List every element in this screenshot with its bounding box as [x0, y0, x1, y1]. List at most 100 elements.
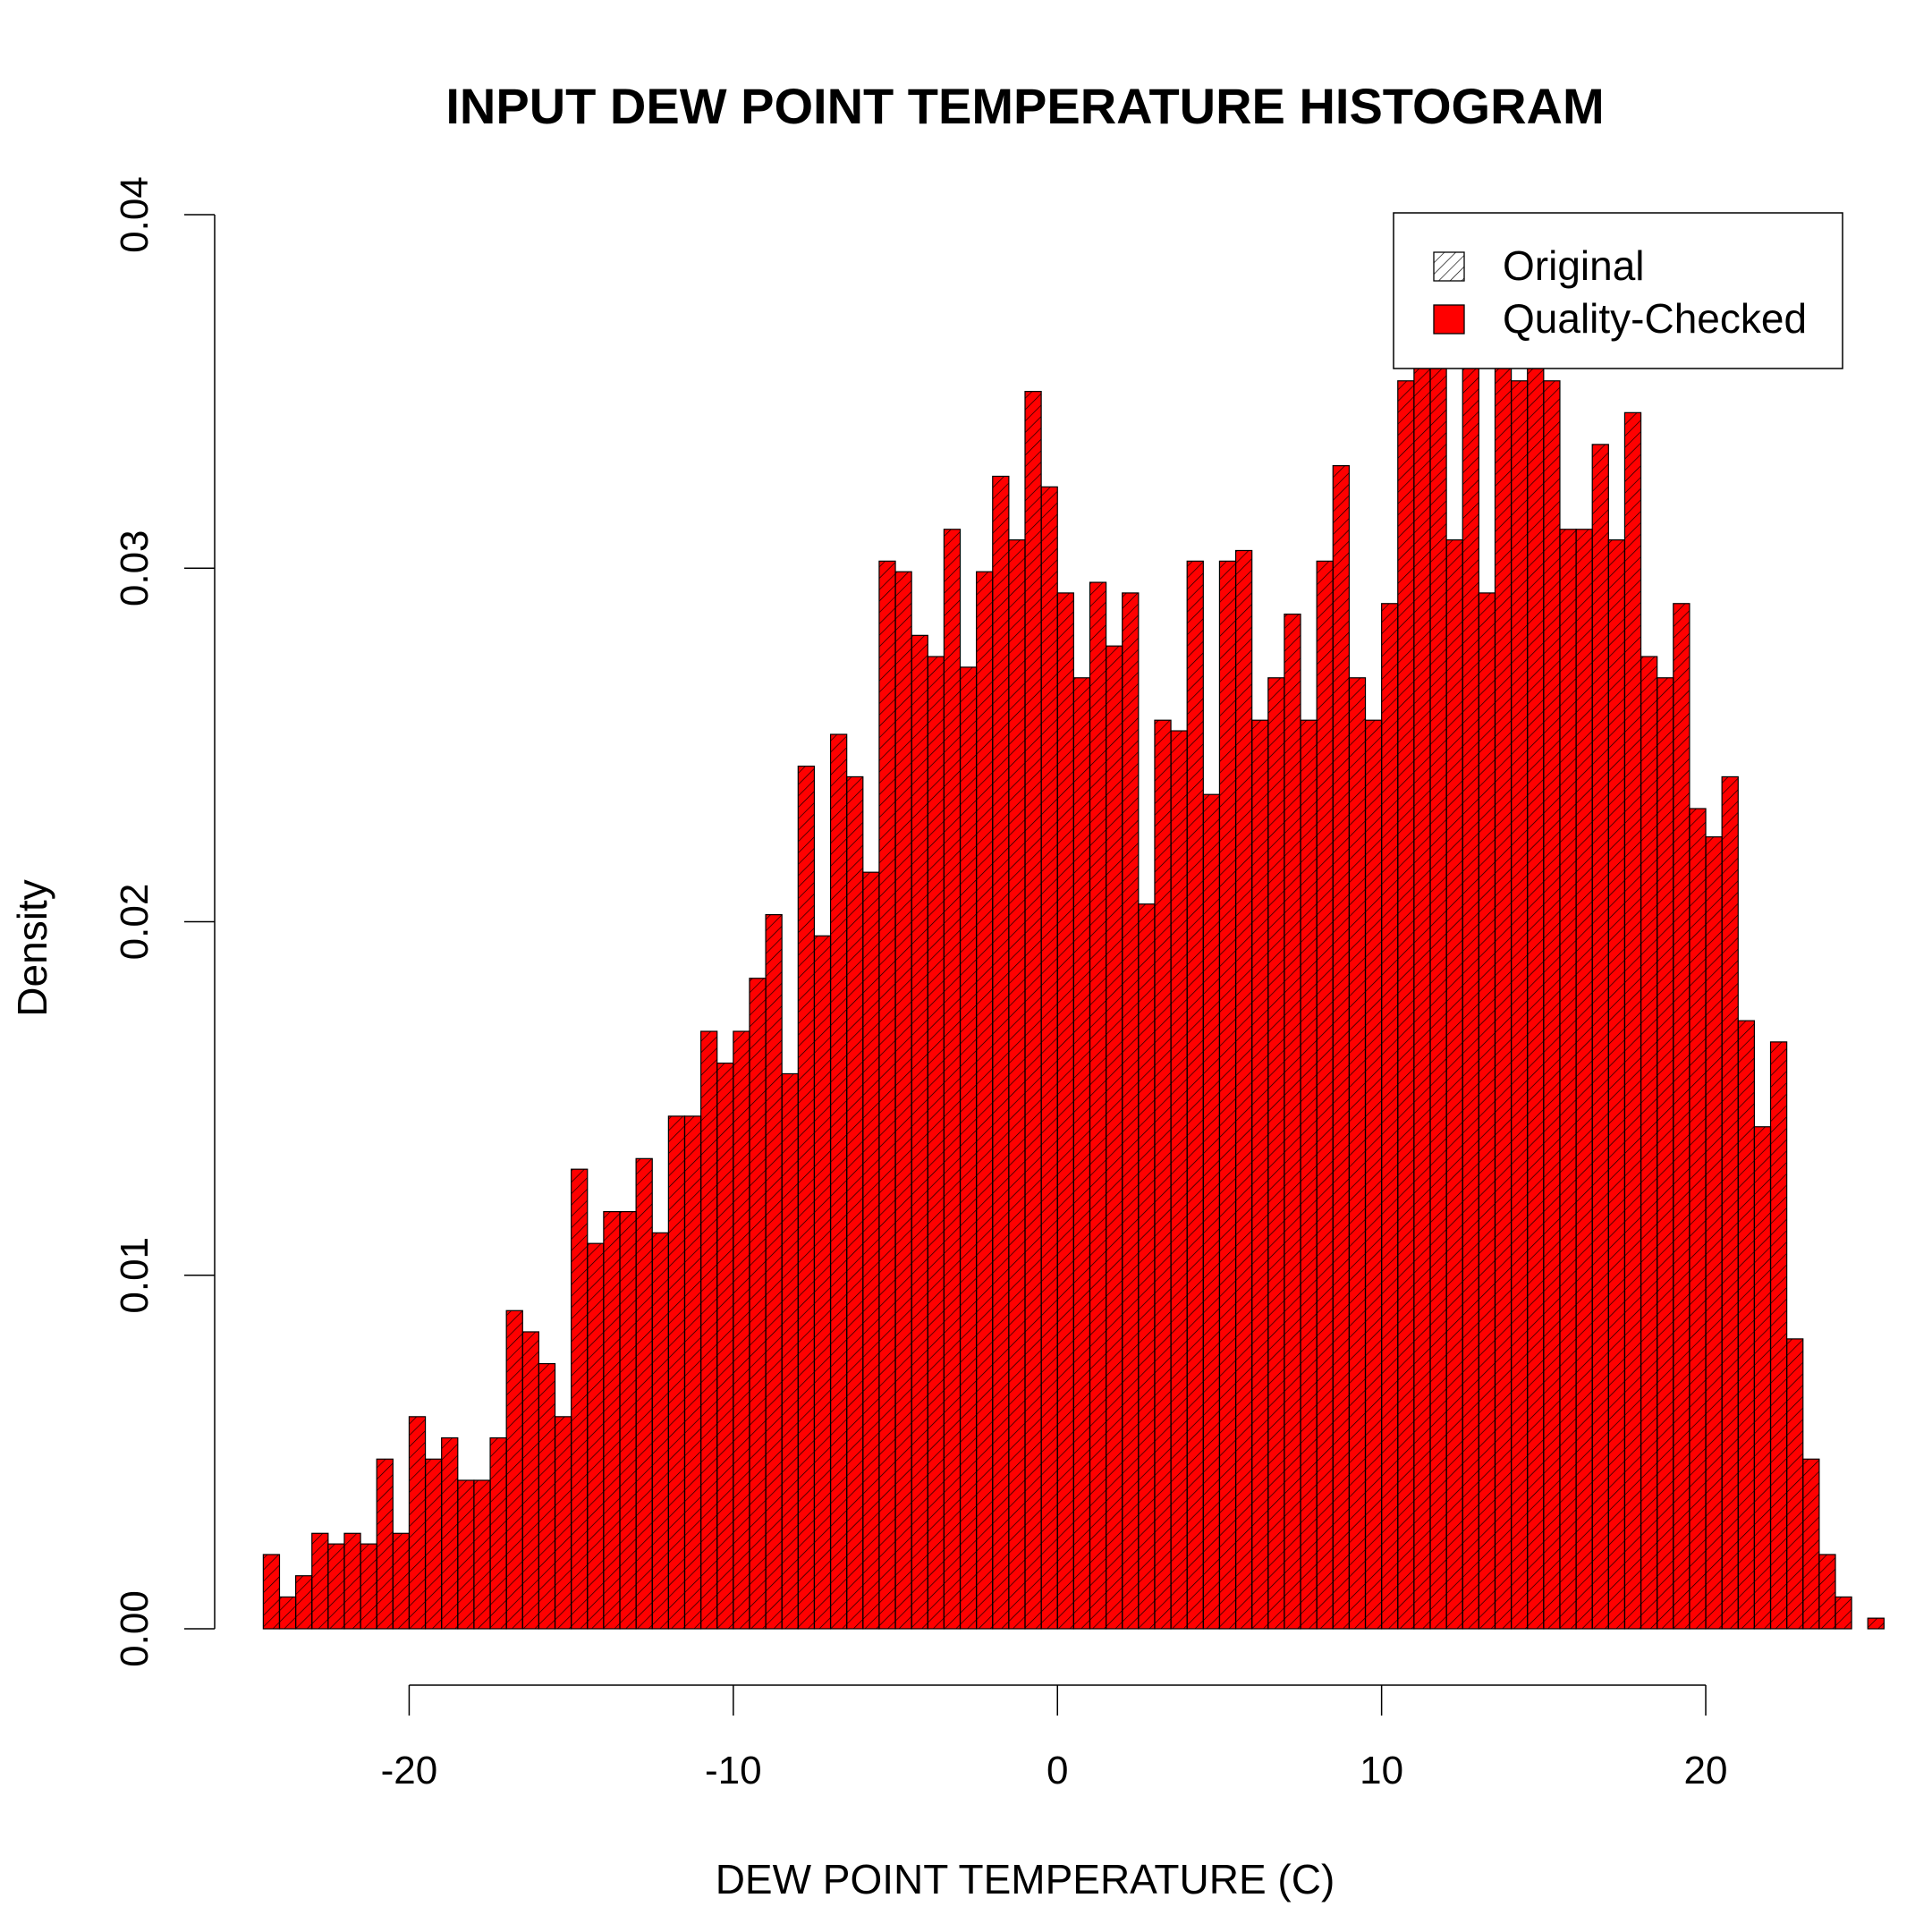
- original-bar: [1867, 1617, 1885, 1630]
- original-bar: [505, 1309, 523, 1630]
- original-bar: [765, 913, 783, 1630]
- original-bar: [1251, 719, 1269, 1630]
- original-bar: [1689, 808, 1707, 1630]
- original-bar: [1835, 1596, 1852, 1630]
- original-bar: [1332, 465, 1351, 1630]
- original-bar: [571, 1168, 589, 1630]
- original-bar: [360, 1543, 377, 1630]
- original-bar: [1300, 719, 1318, 1630]
- original-bar: [927, 656, 945, 1630]
- original-bar: [1429, 263, 1447, 1630]
- original-bar: [554, 1416, 572, 1630]
- original-bar: [262, 1554, 281, 1630]
- original-bar: [1737, 1020, 1756, 1630]
- original-bar: [392, 1532, 411, 1630]
- x-tick-label: 10: [1360, 1749, 1403, 1792]
- x-tick-label: -10: [705, 1749, 762, 1792]
- original-bar: [1769, 1041, 1788, 1630]
- original-bar: [295, 1575, 313, 1630]
- original-bar: [1008, 539, 1026, 1630]
- original-bar: [311, 1532, 329, 1630]
- original-bar: [278, 1596, 297, 1630]
- original-bar: [603, 1211, 621, 1630]
- y-tick-label: 0.00: [113, 1590, 157, 1667]
- y-tick-label: 0.01: [113, 1237, 157, 1314]
- original-bar: [376, 1458, 394, 1630]
- original-bar: [1753, 1126, 1772, 1630]
- original-bar: [1721, 775, 1739, 1630]
- y-tick-label: 0.02: [113, 884, 157, 961]
- legend-swatch-original: [1433, 251, 1465, 282]
- original-bar: [813, 935, 832, 1630]
- original-bar: [619, 1211, 637, 1630]
- original-bar: [1623, 411, 1642, 1630]
- original-bar: [976, 571, 994, 1630]
- original-bar: [1072, 677, 1091, 1630]
- original-bar: [1186, 560, 1204, 1630]
- original-bar: [911, 634, 928, 1630]
- original-bar: [1056, 592, 1074, 1630]
- original-bar: [1024, 391, 1042, 1630]
- original-bar: [1138, 903, 1156, 1630]
- x-axis: -20 -10 0 10 20: [381, 1684, 1727, 1792]
- original-bar: [408, 1416, 427, 1630]
- original-bar: [457, 1479, 475, 1630]
- original-bar: [716, 1062, 734, 1630]
- original-bar: [1575, 529, 1593, 1630]
- original-bar: [1218, 560, 1237, 1630]
- x-tick-label: 0: [1046, 1749, 1068, 1792]
- original-bar: [1705, 836, 1723, 1630]
- original-bar: [1316, 560, 1334, 1630]
- original-bar: [1462, 326, 1479, 1630]
- original-bar: [1818, 1554, 1836, 1630]
- original-bar: [1478, 592, 1496, 1630]
- original-bar: [1510, 380, 1529, 1630]
- original-bar: [1348, 677, 1367, 1630]
- original-bar: [943, 529, 962, 1630]
- original-bar: [1089, 581, 1107, 1630]
- original-bar: [424, 1458, 443, 1630]
- original-bar: [1527, 348, 1545, 1630]
- original-bar: [992, 475, 1010, 1630]
- original-bar: [1381, 603, 1399, 1630]
- original-bar: [587, 1242, 605, 1630]
- original-bar: [1397, 380, 1415, 1630]
- y-tick-label: 0.03: [113, 530, 157, 606]
- original-bar: [1607, 539, 1626, 1630]
- original-bar: [343, 1532, 361, 1630]
- original-bar: [1802, 1458, 1820, 1630]
- original-bar: [797, 765, 816, 1630]
- x-axis-label: DEW POINT TEMPERATURE (C): [716, 1856, 1335, 1902]
- original-bar: [959, 666, 978, 1630]
- original-bar: [878, 560, 896, 1630]
- original-bars: [262, 263, 1885, 1630]
- original-bar: [749, 978, 767, 1630]
- original-bar: [1591, 444, 1609, 1630]
- original-bar: [894, 571, 912, 1630]
- legend-label-original: Original: [1503, 242, 1645, 289]
- original-bar: [829, 733, 848, 1630]
- y-tick-label: 0.04: [113, 176, 157, 253]
- original-bar: [489, 1436, 507, 1630]
- original-bar: [1673, 603, 1690, 1630]
- original-bar: [1640, 656, 1658, 1630]
- original-bar: [862, 871, 880, 1630]
- original-bar: [473, 1479, 491, 1630]
- original-bar: [1559, 529, 1577, 1630]
- original-bar: [1413, 337, 1431, 1630]
- original-bar: [1543, 380, 1561, 1630]
- original-bar: [1786, 1338, 1804, 1630]
- original-bar: [1154, 719, 1172, 1630]
- original-bar: [1657, 677, 1674, 1630]
- original-bar: [667, 1115, 686, 1630]
- chart-title: INPUT DEW POINT TEMPERATURE HISTOGRAM: [445, 78, 1604, 134]
- original-bar: [1284, 614, 1301, 1630]
- original-bar: [327, 1543, 345, 1630]
- legend-box: [1393, 212, 1843, 369]
- legend-label-quality-checked: Quality-Checked: [1503, 295, 1807, 342]
- original-bar: [1445, 539, 1463, 1630]
- original-bar: [1267, 677, 1285, 1630]
- original-bar: [699, 1030, 718, 1630]
- original-bar: [733, 1030, 750, 1630]
